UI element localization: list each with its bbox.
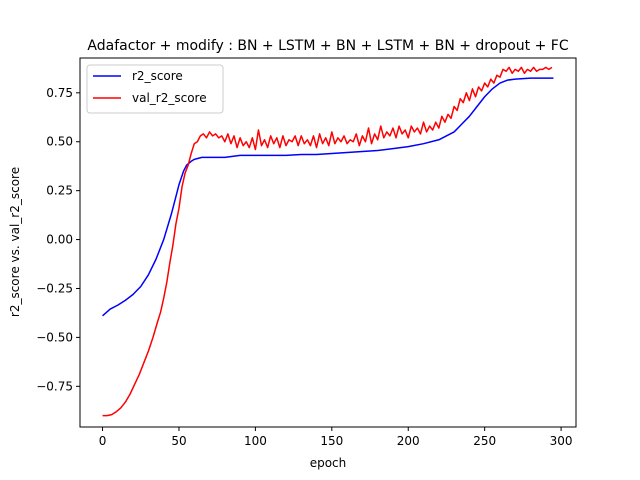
legend-box <box>86 64 224 114</box>
x-tick-label: 150 <box>320 434 343 448</box>
legend-label-val-r2-score: val_r2_score <box>132 91 207 105</box>
series-line-val-r2-score <box>102 66 553 417</box>
y-axis: −0.75 −0.50 −0.25 0.00 0.25 0.50 0.75 <box>36 86 80 393</box>
x-axis-label: epoch <box>310 456 347 470</box>
y-tick-label: −0.50 <box>36 330 73 344</box>
axes-frame <box>79 57 577 428</box>
x-axis: 0 50 100 150 200 250 300 <box>99 427 573 448</box>
series-line-r2-score <box>102 77 554 317</box>
y-tick-label: −0.25 <box>36 281 73 295</box>
plot-area <box>102 66 554 417</box>
y-tick-label: 0.75 <box>46 86 73 100</box>
y-axis-label: r2_score vs. val_r2_score <box>8 167 22 317</box>
legend-label-r2-score: r2_score <box>132 69 183 83</box>
x-tick-label: 300 <box>550 434 573 448</box>
y-tick-label: 0.00 <box>46 233 73 247</box>
x-tick-label: 100 <box>244 434 267 448</box>
chart-title: Adafactor + modify : BN + LSTM + BN + LS… <box>87 38 568 54</box>
legend: r2_score val_r2_score <box>86 64 224 114</box>
y-tick-label: 0.50 <box>46 135 73 149</box>
x-tick-label: 50 <box>171 434 186 448</box>
x-tick-label: 0 <box>99 434 107 448</box>
y-tick-label: −0.75 <box>36 379 73 393</box>
x-tick-label: 250 <box>473 434 496 448</box>
y-tick-label: 0.25 <box>46 184 73 198</box>
x-tick-label: 200 <box>397 434 420 448</box>
